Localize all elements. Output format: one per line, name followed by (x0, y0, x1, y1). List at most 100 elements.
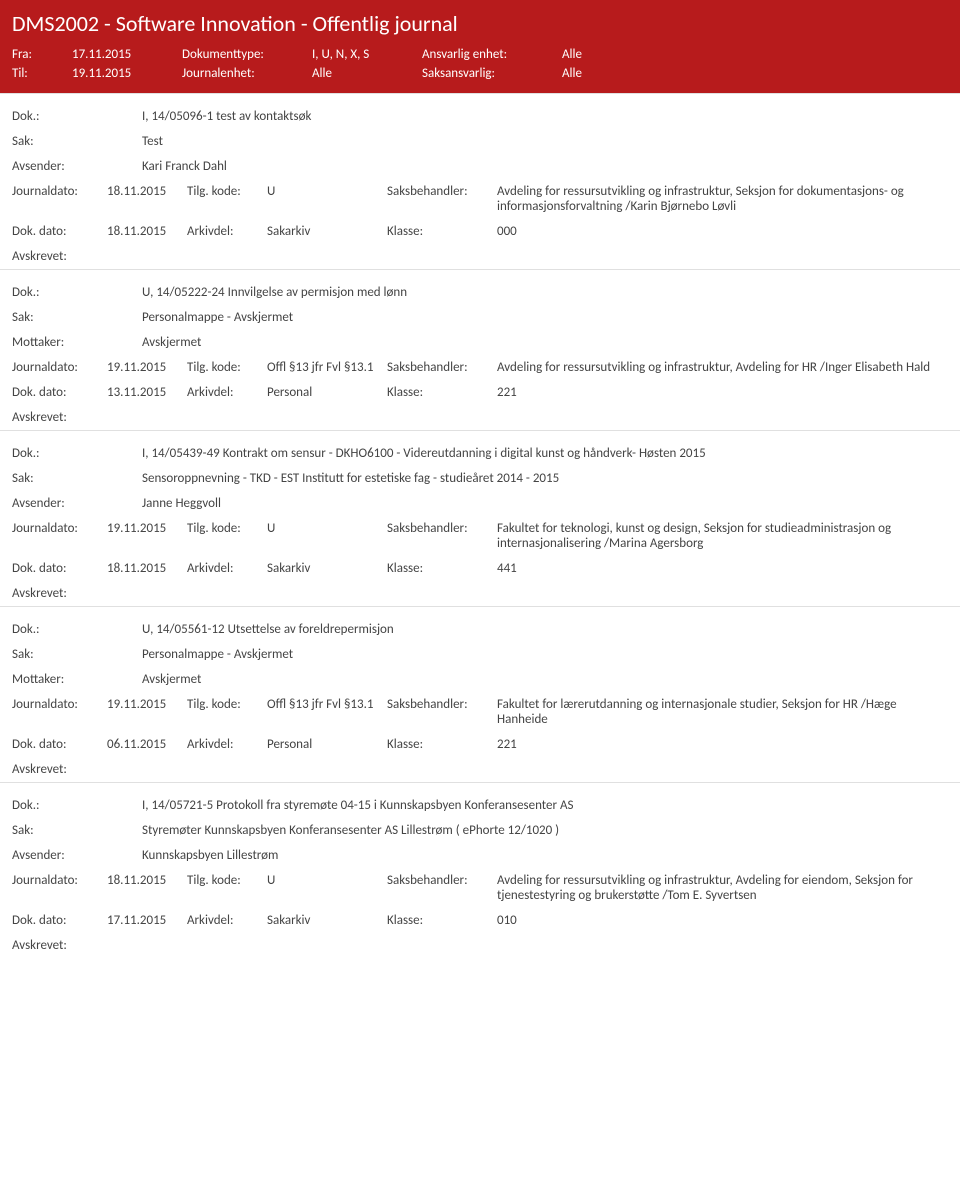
sak-row: Sak: Personalmappe - Avskjermet (12, 642, 948, 667)
saksbehandler-label: Saksbehandler: (387, 873, 497, 888)
saksbehandler-value: Fakultet for teknologi, kunst og design,… (497, 521, 948, 551)
saksansvarlig-label: Saksansvarlig: (422, 66, 562, 81)
avskrevet-row: Avskrevet: (12, 933, 948, 958)
sak-value: Personalmappe - Avskjermet (142, 647, 293, 662)
tilgkode-label: Tilg. kode: (187, 521, 267, 536)
saksbehandler-label: Saksbehandler: (387, 697, 497, 712)
dokdato-label: Dok. dato: (12, 561, 107, 576)
arkivdel-value: Personal (267, 737, 387, 752)
dokdato-value: 06.11.2015 (107, 737, 187, 752)
dok-value: I, 14/05439-49 Kontrakt om sensur - DKHO… (142, 446, 706, 461)
journal-row: Journaldato: 19.11.2015 Tilg. kode: Offl… (12, 355, 948, 380)
tilgkode-value: U (267, 184, 387, 199)
saksbehandler-value: Avdeling for ressursutvikling og infrast… (497, 360, 948, 375)
saksansvarlig-value: Alle (562, 66, 582, 81)
party-label: Avsender: (12, 159, 142, 174)
document-block: Dok.: I, 14/05721-5 Protokoll fra styrem… (0, 782, 960, 964)
party-value: Janne Heggvoll (142, 496, 221, 511)
klasse-value: 221 (497, 385, 617, 400)
klasse-label: Klasse: (387, 913, 497, 928)
tilgkode-label: Tilg. kode: (187, 697, 267, 712)
avskrevet-row: Avskrevet: (12, 405, 948, 430)
arkivdel-label: Arkivdel: (187, 224, 267, 239)
arkivdel-value: Sakarkiv (267, 224, 387, 239)
avskrevet-label: Avskrevet: (12, 249, 142, 264)
tilgkode-label: Tilg. kode: (187, 873, 267, 888)
documents-list: Dok.: I, 14/05096-1 test av kontaktsøk S… (0, 93, 960, 964)
journaldato-value: 19.11.2015 (107, 521, 187, 536)
header-row-2: Til: 19.11.2015 Journalenhet: Alle Saksa… (12, 64, 948, 83)
dok-row: Dok.: U, 14/05222-24 Innvilgelse av perm… (12, 280, 948, 305)
party-value: Avskjermet (142, 335, 201, 350)
saksbehandler-label: Saksbehandler: (387, 360, 497, 375)
sak-label: Sak: (12, 823, 142, 838)
dokdato-value: 13.11.2015 (107, 385, 187, 400)
arkivdel-value: Sakarkiv (267, 913, 387, 928)
party-value: Avskjermet (142, 672, 201, 687)
tilgkode-value: Offl §13 jfr Fvl §13.1 (267, 360, 387, 375)
dok-value: U, 14/05222-24 Innvilgelse av permisjon … (142, 285, 407, 300)
tilgkode-value: U (267, 521, 387, 536)
dok-label: Dok.: (12, 622, 142, 637)
arkivdel-label: Arkivdel: (187, 913, 267, 928)
sak-value: Styremøter Kunnskapsbyen Konferansesente… (142, 823, 559, 838)
header-row-1: Fra: 17.11.2015 Dokumenttype: I, U, N, X… (12, 45, 948, 64)
journal-row: Journaldato: 19.11.2015 Tilg. kode: U Sa… (12, 516, 948, 556)
dok-label: Dok.: (12, 109, 142, 124)
sak-row: Sak: Test (12, 129, 948, 154)
party-row: Mottaker: Avskjermet (12, 667, 948, 692)
dokdato-label: Dok. dato: (12, 737, 107, 752)
avskrevet-row: Avskrevet: (12, 757, 948, 782)
document-block: Dok.: U, 14/05222-24 Innvilgelse av perm… (0, 269, 960, 430)
saksbehandler-label: Saksbehandler: (387, 521, 497, 536)
party-value: Kari Franck Dahl (142, 159, 227, 174)
tilgkode-label: Tilg. kode: (187, 184, 267, 199)
sak-value: Sensoroppnevning - TKD - EST Institutt f… (142, 471, 559, 486)
dok-value: U, 14/05561-12 Utsettelse av foreldreper… (142, 622, 394, 637)
tilgkode-value: U (267, 873, 387, 888)
sak-row: Sak: Sensoroppnevning - TKD - EST Instit… (12, 466, 948, 491)
dokdato-value: 17.11.2015 (107, 913, 187, 928)
sak-label: Sak: (12, 647, 142, 662)
document-block: Dok.: U, 14/05561-12 Utsettelse av forel… (0, 606, 960, 782)
dokdato-row: Dok. dato: 18.11.2015 Arkivdel: Sakarkiv… (12, 556, 948, 581)
dokdato-value: 18.11.2015 (107, 224, 187, 239)
arkivdel-label: Arkivdel: (187, 561, 267, 576)
avskrevet-row: Avskrevet: (12, 581, 948, 606)
journalenhet-label: Journalenhet: (182, 66, 312, 81)
journal-row: Journaldato: 18.11.2015 Tilg. kode: U Sa… (12, 179, 948, 219)
sak-value: Test (142, 134, 163, 149)
journaldato-value: 18.11.2015 (107, 184, 187, 199)
dok-row: Dok.: I, 14/05096-1 test av kontaktsøk (12, 104, 948, 129)
sak-label: Sak: (12, 310, 142, 325)
klasse-label: Klasse: (387, 561, 497, 576)
dok-row: Dok.: U, 14/05561-12 Utsettelse av forel… (12, 617, 948, 642)
dok-value: I, 14/05096-1 test av kontaktsøk (142, 109, 311, 124)
journaldato-value: 19.11.2015 (107, 360, 187, 375)
arkivdel-value: Personal (267, 385, 387, 400)
klasse-value: 010 (497, 913, 617, 928)
document-block: Dok.: I, 14/05439-49 Kontrakt om sensur … (0, 430, 960, 606)
journalenhet-value: Alle (312, 66, 422, 81)
dokdato-label: Dok. dato: (12, 224, 107, 239)
journaldato-value: 18.11.2015 (107, 873, 187, 888)
journaldato-label: Journaldato: (12, 873, 107, 888)
page-header: DMS2002 - Software Innovation - Offentli… (0, 0, 960, 93)
til-value: 19.11.2015 (72, 66, 182, 81)
dok-label: Dok.: (12, 285, 142, 300)
dokdato-label: Dok. dato: (12, 913, 107, 928)
doktype-value: I, U, N, X, S (312, 47, 422, 62)
dokdato-label: Dok. dato: (12, 385, 107, 400)
dok-label: Dok.: (12, 798, 142, 813)
fra-label: Fra: (12, 47, 72, 62)
journaldato-label: Journaldato: (12, 697, 107, 712)
party-label: Mottaker: (12, 672, 142, 687)
dok-value: I, 14/05721-5 Protokoll fra styremøte 04… (142, 798, 573, 813)
journal-row: Journaldato: 19.11.2015 Tilg. kode: Offl… (12, 692, 948, 732)
journaldato-value: 19.11.2015 (107, 697, 187, 712)
sak-label: Sak: (12, 134, 142, 149)
party-row: Avsender: Janne Heggvoll (12, 491, 948, 516)
dokdato-value: 18.11.2015 (107, 561, 187, 576)
klasse-value: 221 (497, 737, 617, 752)
party-label: Mottaker: (12, 335, 142, 350)
